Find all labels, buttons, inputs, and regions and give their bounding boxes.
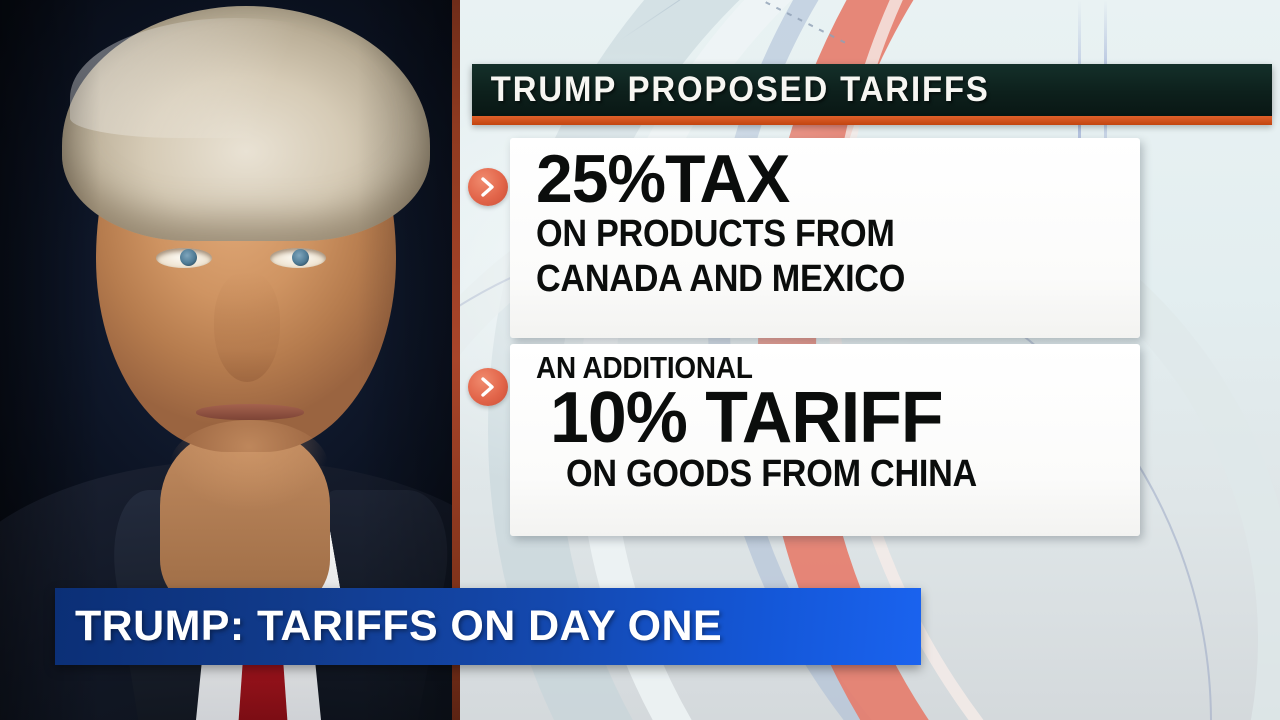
- header-underline-accent: [472, 116, 1272, 125]
- fact-line-primary: 25%TAX: [536, 141, 790, 217]
- iris-left: [180, 249, 197, 266]
- mouth: [196, 404, 304, 420]
- fact-card-tariff-canada-mexico: 25%TAX ON PRODUCTS FROM CANADA AND MEXIC…: [510, 138, 1140, 338]
- chevron-right-icon: [468, 368, 508, 406]
- nose: [214, 272, 280, 382]
- fact-line-secondary: ON PRODUCTS FROM: [536, 212, 895, 255]
- fact-line-tertiary: ON GOODS FROM CHINA: [566, 453, 977, 496]
- graphic-header-bar: TRUMP PROPOSED TARIFFS: [472, 64, 1272, 116]
- chevron-right-icon: [468, 168, 508, 206]
- fact-card-tariff-china: AN ADDITIONAL 10% TARIFF ON GOODS FROM C…: [510, 344, 1140, 536]
- panel-divider: [452, 0, 460, 720]
- chin: [170, 420, 328, 510]
- hair-highlight: [70, 18, 400, 138]
- hair: [62, 6, 430, 241]
- iris-right: [292, 249, 309, 266]
- fact-line-primary: 10% TARIFF: [550, 377, 944, 458]
- lower-third-headline: TRUMP: TARIFFS ON DAY ONE: [75, 602, 723, 650]
- fact-line-tertiary: CANADA AND MEXICO: [536, 258, 906, 301]
- page-title: TRUMP PROPOSED TARIFFS: [490, 70, 990, 109]
- lower-third-banner: TRUMP: TARIFFS ON DAY ONE: [55, 588, 921, 665]
